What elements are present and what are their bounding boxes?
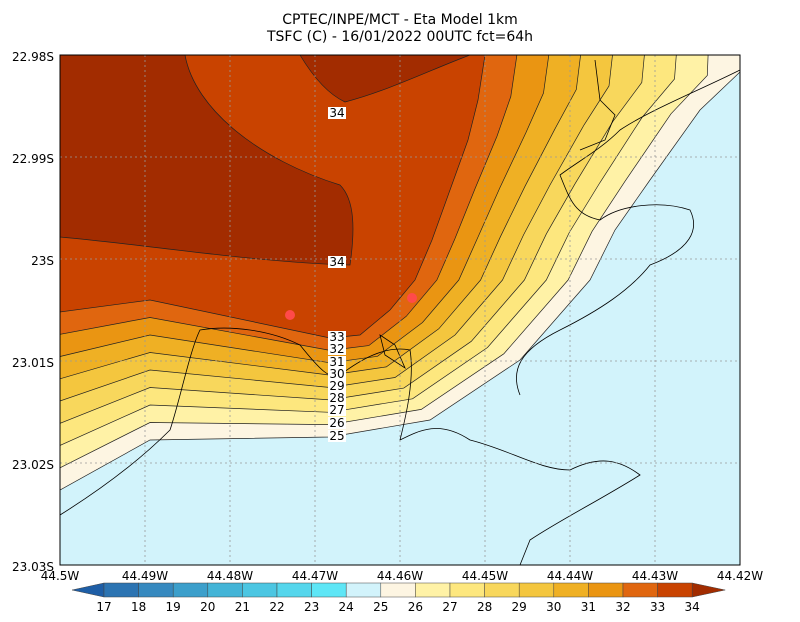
x-axis-label: 44.46W: [377, 569, 423, 583]
x-axis-label: 44.44W: [547, 569, 593, 583]
colorbar-segment: [588, 582, 624, 598]
contour-label-box: [328, 331, 346, 343]
contour-label: 32: [329, 342, 344, 356]
colorbar-segment: [138, 582, 174, 598]
colorbar-segment: [484, 582, 520, 598]
contour-label-box: [328, 404, 346, 416]
contour-label: 28: [329, 391, 344, 405]
x-axis-label: 44.48W: [207, 569, 253, 583]
x-axis-label: 44.43W: [632, 569, 678, 583]
contour-label: 26: [329, 416, 344, 430]
contour-label-box: [328, 392, 346, 404]
colorbar-segment: [276, 582, 312, 598]
contour-label-box: [328, 256, 346, 268]
colorbar-label: 27: [442, 600, 457, 614]
colorbar-label: 32: [615, 600, 630, 614]
temperature-band: [299, 54, 471, 103]
subtitle: TSFC (C) - 16/01/2022 00UTC fct=64h: [266, 29, 533, 45]
station-dot: [285, 310, 295, 320]
colorbar-segment: [345, 582, 382, 598]
colorbar-segment: [553, 582, 589, 598]
y-axis-label: 23.03S: [12, 560, 54, 574]
contour-label-box: [328, 368, 346, 380]
contour-label: 31: [329, 355, 344, 369]
contour-label: 30: [329, 367, 344, 381]
colorbar-label: 18: [131, 600, 146, 614]
colorbar-label: 24: [339, 600, 354, 614]
colorbar-segment: [242, 582, 278, 598]
temperature-band: [59, 54, 354, 266]
contour-label: 33: [329, 330, 344, 344]
colorbar-label: 21: [235, 600, 250, 614]
station-dot: [407, 293, 417, 303]
colorbar-label: 31: [581, 600, 596, 614]
colorbar-segment: [449, 582, 485, 598]
y-axis-label: 23.01S: [12, 356, 54, 370]
colorbar-label: 23: [304, 600, 319, 614]
colorbar-label: 26: [408, 600, 423, 614]
contour-label: 25: [329, 429, 344, 443]
colorbar-arrow: [71, 582, 105, 598]
colorbar-segment: [172, 582, 209, 598]
colorbar-label: 28: [477, 600, 492, 614]
x-axis-label: 44.45W: [462, 569, 508, 583]
colorbar-label: 30: [546, 600, 561, 614]
contour-label: 34: [329, 255, 344, 269]
colorbar-segment: [103, 582, 139, 598]
colorbar-label: 29: [512, 600, 527, 614]
x-axis-label: 44.47W: [292, 569, 338, 583]
contour-label-box: [328, 343, 346, 355]
y-axis-label: 23.02S: [12, 458, 54, 472]
map-frame: [59, 54, 741, 566]
colorbar-label: 33: [650, 600, 665, 614]
y-axis-label: 22.99S: [12, 152, 54, 166]
colorbar-segment: [311, 582, 347, 598]
y-axis-label: 23S: [31, 254, 54, 268]
contour-label: 27: [329, 403, 344, 417]
colorbar-label: 19: [166, 600, 181, 614]
contour-label-box: [328, 430, 346, 442]
contour-label-box: [328, 417, 346, 429]
colorbar-segment: [622, 582, 658, 598]
colorbar-segment: [380, 582, 416, 598]
x-axis-label: 44.42W: [717, 569, 763, 583]
colorbar-label: 34: [685, 600, 700, 614]
coastline: [59, 327, 641, 566]
colorbar-label: 20: [200, 600, 215, 614]
colorbar-segment: [657, 582, 693, 598]
coastline: [379, 334, 406, 370]
title: CPTEC/INPE/MCT - Eta Model 1km: [282, 12, 518, 28]
colorbar-label: 22: [269, 600, 284, 614]
colorbar-segment: [415, 582, 451, 598]
contour-label-box: [328, 356, 346, 368]
contour-label-box: [328, 380, 346, 392]
contour-label: 29: [329, 379, 344, 393]
colorbar-label: 17: [96, 600, 111, 614]
contour-label: 34: [329, 106, 344, 120]
contour-label-box: [328, 107, 346, 119]
coastline: [579, 59, 616, 151]
colorbar-segment: [518, 582, 555, 598]
colorbar-arrow: [691, 582, 726, 598]
x-axis-label: 44.49W: [122, 569, 168, 583]
y-axis-label: 22.98S: [12, 50, 54, 64]
colorbar-segment: [207, 582, 243, 598]
colorbar-label: 25: [373, 600, 388, 614]
coastline: [516, 69, 741, 396]
x-axis-label: 44.5W: [41, 569, 80, 583]
